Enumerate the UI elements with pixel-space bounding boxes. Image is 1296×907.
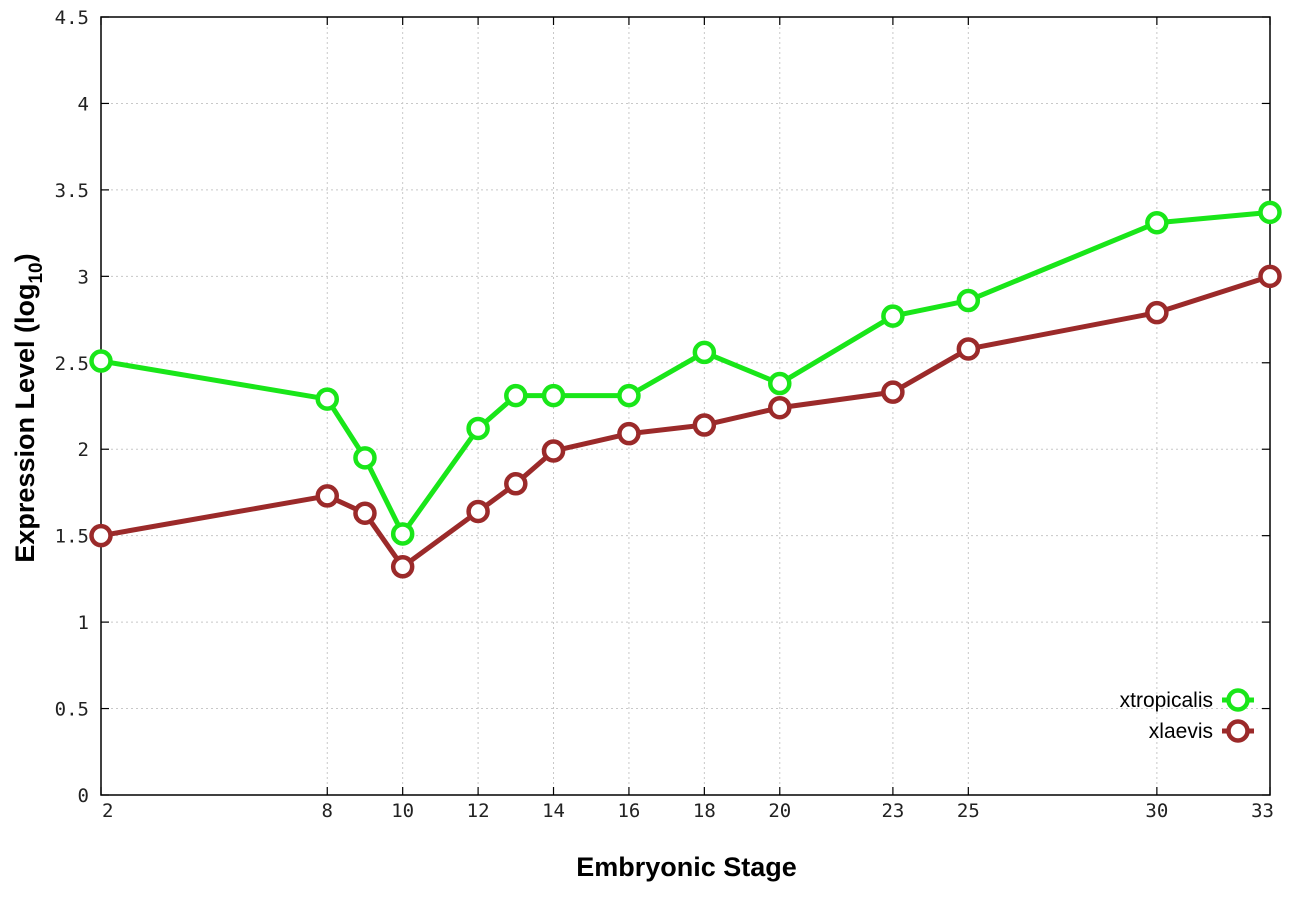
x-tick-label: 30: [1145, 800, 1168, 822]
x-tick-label: 33: [1251, 800, 1274, 822]
data-point: [768, 371, 792, 396]
x-tick-label: 23: [881, 800, 904, 822]
x-tick-label: 20: [768, 800, 791, 822]
series-line: [100, 209, 1271, 537]
data-point: [466, 416, 490, 441]
x-tick-label: 16: [617, 800, 640, 822]
x-tick-label: 10: [391, 800, 414, 822]
data-point: [89, 523, 113, 548]
data-point: [881, 304, 905, 328]
x-axis-title: Embryonic Stage: [576, 852, 797, 882]
y-axis-title-subscript: 10: [26, 262, 47, 283]
data-point: [768, 395, 792, 420]
y-tick-label: 0: [78, 785, 89, 807]
series-line: [100, 273, 1271, 570]
x-tick-label: 12: [467, 800, 490, 822]
data-point: [466, 499, 490, 524]
legend-label: xlaevis: [1149, 720, 1213, 743]
data-point: [390, 555, 415, 579]
data-point: [1145, 210, 1169, 235]
data-point: [1145, 300, 1169, 325]
plot-frame: [100, 16, 1271, 796]
data-point: [504, 383, 528, 408]
y-tick-label: 4.5: [55, 7, 89, 29]
data-point: [1258, 200, 1282, 225]
y-tick-label: 0.5: [55, 699, 89, 721]
data-point: [1258, 264, 1282, 289]
legend-marker: [1226, 719, 1250, 743]
legend-marker: [1226, 688, 1250, 712]
y-tick-label: 4: [78, 93, 89, 115]
data-point: [504, 472, 528, 496]
x-tick-label: 18: [693, 800, 716, 822]
data-point: [692, 413, 717, 437]
y-tick-label: 1: [78, 612, 89, 634]
y-tick-label: 2.5: [55, 353, 89, 375]
series-xlaevis: [89, 264, 1282, 579]
data-point: [956, 337, 981, 361]
x-tick-label: 2: [102, 800, 113, 822]
y-tick-label: 2: [78, 439, 89, 461]
axis-ticks: [100, 16, 1271, 796]
data-point: [617, 383, 641, 408]
data-point: [89, 349, 113, 373]
legend: xtropicalis xlaevis: [1120, 688, 1254, 743]
x-tick-label: 8: [322, 800, 333, 822]
y-axis-title-main: Expression Level (log: [10, 284, 40, 563]
data-point: [353, 446, 377, 470]
y-axis-title-close: ): [10, 253, 40, 262]
x-tick-labels: 2 8 10 12 14 16 18 20 23 25 30 33: [102, 800, 1274, 822]
x-tick-label: 25: [957, 800, 980, 822]
y-tick-label: 3: [78, 266, 89, 288]
data-point: [315, 484, 340, 508]
data-point: [541, 383, 566, 408]
data-point: [541, 439, 566, 463]
data-point: [390, 522, 415, 546]
x-tick-label: 14: [542, 800, 565, 822]
y-axis-title: Expression Level (log10): [10, 253, 47, 562]
y-tick-label: 3.5: [55, 180, 89, 202]
data-point: [315, 387, 340, 411]
y-tick-label: 1.5: [55, 526, 89, 548]
grid-lines: [101, 17, 1270, 795]
data-point: [692, 340, 717, 365]
legend-label: xtropicalis: [1120, 689, 1213, 712]
data-point: [617, 421, 641, 446]
series-lines: [89, 200, 1282, 579]
data-point: [353, 501, 377, 525]
series-xtropicalis: [89, 200, 1282, 546]
y-tick-labels: 0 0.5 1 1.5 2 2.5 3 3.5 4 4.5: [55, 7, 89, 807]
data-point: [881, 380, 905, 404]
data-point: [956, 288, 981, 313]
